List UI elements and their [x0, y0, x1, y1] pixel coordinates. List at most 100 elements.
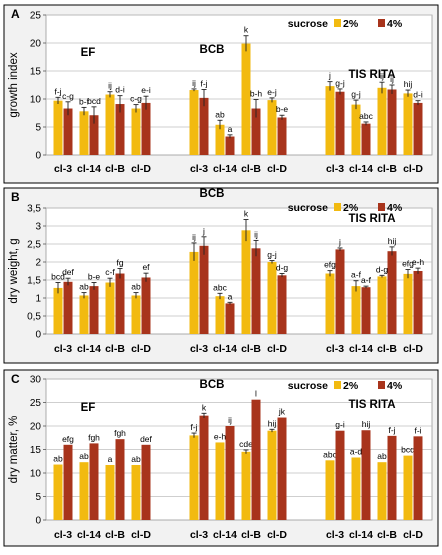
significance-label: e-i	[141, 85, 151, 95]
significance-label: hij	[362, 419, 371, 429]
group-label: TIS RITA	[348, 213, 395, 225]
group-label: BCB	[200, 188, 225, 200]
bar	[105, 282, 115, 334]
x-tick-label: cl-14	[349, 529, 373, 541]
legend-swatch	[378, 203, 385, 211]
significance-label: fgh	[114, 428, 126, 438]
legend-swatch	[334, 381, 341, 389]
bar	[79, 462, 89, 520]
y-tick-label: 0	[35, 516, 41, 527]
bar	[277, 275, 287, 334]
significance-label: abc	[213, 282, 227, 292]
y-tick-label: 3	[35, 222, 41, 233]
bar	[241, 230, 251, 334]
bar	[115, 104, 125, 155]
bar	[335, 249, 345, 334]
panel-label: C	[11, 372, 20, 386]
significance-label: c-f	[105, 267, 115, 277]
x-tick-label: cl-B	[105, 529, 125, 541]
bar	[251, 248, 261, 334]
group-label: TIS RITA	[348, 399, 395, 411]
significance-label: def	[62, 267, 74, 277]
legend: 2% 4%	[334, 202, 403, 214]
group-label: BCB	[200, 44, 225, 56]
y-axis-label: dry weight, g	[8, 238, 20, 303]
legend: 2% 4%	[334, 380, 403, 392]
significance-label: hij	[388, 236, 397, 246]
bar	[189, 435, 199, 520]
significance-label: hij	[404, 79, 413, 89]
significance-label: f-i	[414, 425, 421, 435]
bar	[225, 426, 235, 520]
x-tick-label: cl-D	[131, 343, 151, 355]
bar	[131, 295, 141, 334]
x-tick-label: cl-B	[377, 163, 397, 175]
y-tick-label: 20	[30, 39, 42, 50]
bar	[335, 430, 345, 520]
bar	[141, 277, 151, 334]
significance-label: efg	[324, 260, 336, 270]
group-label: BCB	[200, 379, 225, 391]
x-tick-label: cl-3	[54, 343, 72, 355]
bar	[267, 100, 277, 155]
legend-entry: 2%	[343, 18, 359, 30]
y-tick-label: 0	[35, 330, 41, 341]
bar	[189, 90, 199, 155]
x-tick-label: cl-3	[54, 163, 72, 175]
significance-label: def	[140, 434, 152, 444]
bar	[335, 91, 345, 155]
y-tick-label: 0,5	[27, 312, 41, 323]
x-tick-label: cl-3	[190, 163, 208, 175]
significance-label: abc	[359, 111, 373, 121]
significance-label: b-h	[250, 89, 263, 99]
significance-label: hij	[268, 418, 277, 428]
x-tick-label: cl-14	[349, 163, 373, 175]
significance-label: fgh	[88, 432, 100, 442]
significance-label: k	[244, 209, 249, 219]
y-axis-label: growth index	[8, 52, 20, 117]
significance-label: k	[202, 402, 207, 412]
significance-label: ef	[142, 262, 150, 272]
y-tick-label: 25	[30, 398, 42, 409]
significance-label: g-i	[335, 420, 345, 430]
significance-label: ab	[53, 454, 63, 464]
significance-label: j	[328, 71, 331, 81]
y-tick-label: 20	[30, 422, 42, 433]
x-tick-label: cl-14	[77, 529, 101, 541]
group-label: TIS RITA	[348, 69, 395, 81]
legend-title: sucrose	[288, 380, 328, 392]
bar	[63, 444, 73, 520]
significance-label: ij	[228, 415, 232, 425]
significance-label: jk	[278, 407, 286, 417]
bar	[189, 251, 199, 334]
significance-label: c-g	[62, 91, 74, 101]
bar	[377, 276, 387, 334]
x-tick-label: cl-D	[131, 529, 151, 541]
group-label: EF	[81, 47, 96, 59]
x-tick-label: cl-14	[213, 343, 237, 355]
legend-entry: 2%	[343, 202, 359, 214]
bar	[131, 108, 141, 155]
significance-label: e-j	[267, 87, 277, 97]
y-tick-label: 30	[30, 375, 42, 386]
x-tick-label: cl-D	[267, 343, 287, 355]
bar	[361, 287, 371, 334]
x-tick-label: cl-B	[241, 529, 261, 541]
significance-label: ij	[380, 71, 384, 81]
x-tick-label: cl-B	[241, 343, 261, 355]
significance-label: cde	[239, 439, 253, 449]
bar	[267, 430, 277, 520]
bar	[115, 439, 125, 520]
bar	[141, 102, 151, 155]
x-tick-label: cl-3	[326, 343, 344, 355]
bar	[215, 442, 225, 520]
x-tick-label: cl-D	[403, 343, 423, 355]
x-tick-label: cl-3	[54, 529, 72, 541]
significance-label: a-d	[350, 446, 363, 456]
y-tick-label: 0	[35, 151, 41, 162]
significance-label: b-e	[88, 272, 101, 282]
bar	[403, 273, 413, 334]
significance-label: e-h	[412, 257, 425, 267]
significance-label: j	[338, 237, 341, 247]
x-tick-label: cl-B	[377, 529, 397, 541]
